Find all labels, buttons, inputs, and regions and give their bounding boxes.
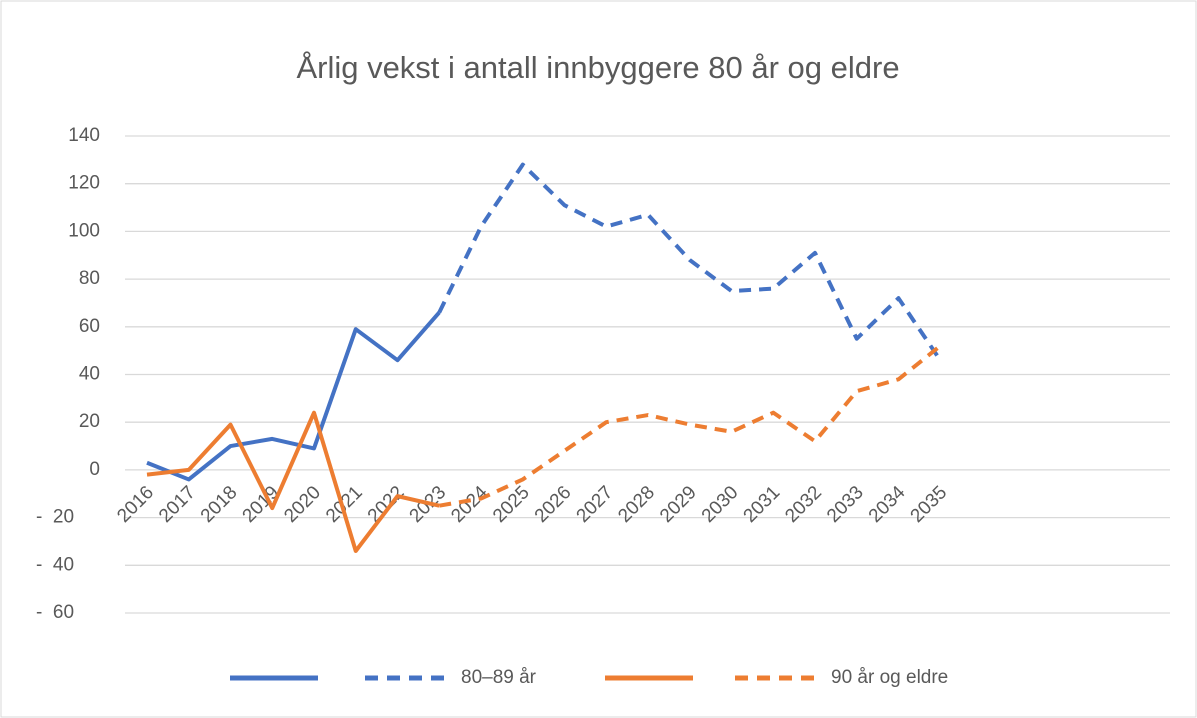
y-tick-label: - 60 (36, 602, 74, 623)
chart-title: Årlig vekst i antall innbyggere 80 år og… (296, 50, 899, 85)
series-line (146, 311, 441, 482)
y-tick-label: - 20 (36, 507, 74, 528)
y-tick-label: 120 (68, 173, 100, 194)
series-line (438, 344, 942, 508)
y-tick-label: 100 (68, 220, 100, 241)
y-tick-label: 140 (68, 125, 100, 146)
y-tick-label: 40 (79, 364, 100, 385)
legend-label: 80–89 år (461, 667, 537, 688)
series-line (146, 410, 440, 553)
y-tick-label: 80 (79, 268, 100, 289)
series-line (437, 162, 942, 362)
y-tick-label: - 40 (36, 554, 74, 575)
legend-label: 90 år og eldre (831, 667, 948, 688)
y-tick-label: 20 (79, 411, 100, 432)
y-tick-label: 60 (79, 316, 100, 337)
y-tick-label: 0 (89, 459, 100, 480)
